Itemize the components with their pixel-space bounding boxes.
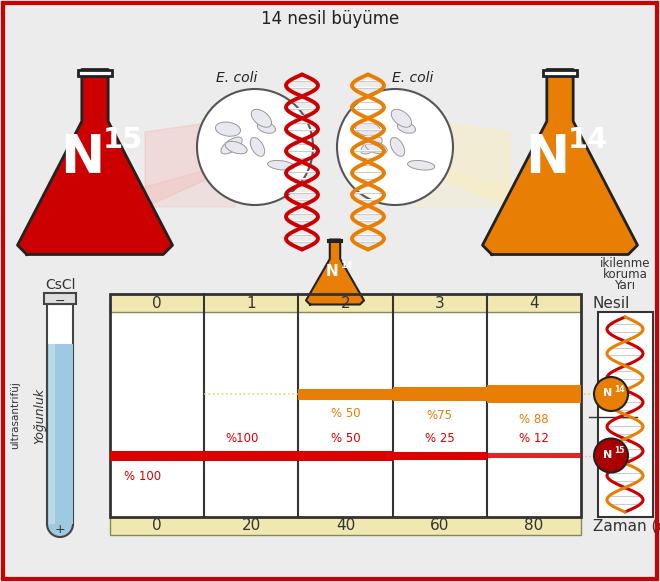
- Text: Yarı: Yarı: [614, 279, 636, 292]
- Text: % 12: % 12: [519, 431, 549, 445]
- Ellipse shape: [397, 122, 416, 133]
- Text: koruma: koruma: [603, 268, 647, 281]
- Text: 40: 40: [336, 519, 355, 534]
- Bar: [298, 389, 393, 399]
- Ellipse shape: [361, 137, 382, 154]
- Ellipse shape: [251, 109, 271, 127]
- Text: E. coli: E. coli: [392, 71, 434, 85]
- Text: 4: 4: [529, 296, 539, 311]
- Text: 14: 14: [341, 261, 353, 270]
- Bar: [110, 517, 581, 535]
- Text: E. coli: E. coli: [216, 71, 257, 85]
- Text: 14 nesil büyüme: 14 nesil büyüme: [261, 10, 399, 28]
- Bar: [487, 453, 581, 458]
- Ellipse shape: [221, 137, 242, 154]
- Text: 1: 1: [246, 296, 256, 311]
- Bar: [110, 294, 581, 517]
- Ellipse shape: [257, 122, 275, 133]
- Text: 15: 15: [614, 446, 624, 455]
- Ellipse shape: [356, 122, 380, 136]
- Text: % 25: % 25: [425, 431, 455, 445]
- Polygon shape: [402, 117, 510, 207]
- Text: 14: 14: [568, 126, 608, 154]
- Text: N: N: [603, 449, 612, 460]
- Bar: [48, 344, 55, 524]
- Circle shape: [337, 89, 453, 205]
- Bar: [47, 304, 73, 524]
- Ellipse shape: [225, 141, 247, 154]
- Bar: [110, 450, 204, 460]
- Text: 20: 20: [242, 519, 261, 534]
- Circle shape: [594, 377, 628, 411]
- Bar: [110, 294, 581, 312]
- Text: %100: %100: [225, 431, 259, 445]
- Text: %75: %75: [427, 409, 453, 423]
- Text: Zaman (dk.): Zaman (dk.): [593, 519, 660, 534]
- Bar: [543, 69, 577, 76]
- Circle shape: [197, 89, 313, 205]
- Text: 0: 0: [152, 519, 162, 534]
- Text: 14: 14: [614, 385, 624, 393]
- Text: 0: 0: [152, 296, 162, 311]
- Text: N: N: [325, 264, 338, 279]
- Text: 2: 2: [341, 296, 350, 311]
- Bar: [328, 240, 342, 242]
- Text: % 100: % 100: [124, 470, 162, 482]
- Text: Nesil: Nesil: [593, 296, 630, 311]
- Text: N: N: [603, 388, 612, 398]
- Ellipse shape: [391, 109, 412, 127]
- Bar: [110, 312, 581, 517]
- Polygon shape: [18, 69, 172, 254]
- Polygon shape: [482, 69, 638, 254]
- Ellipse shape: [215, 122, 240, 136]
- Text: 60: 60: [430, 519, 449, 534]
- Text: 3: 3: [435, 296, 445, 311]
- Bar: [393, 387, 487, 401]
- Text: −: −: [55, 296, 65, 308]
- Polygon shape: [145, 162, 235, 207]
- Bar: [393, 452, 487, 460]
- Bar: [48, 344, 73, 524]
- Text: 15: 15: [103, 126, 143, 154]
- Text: +: +: [55, 523, 65, 536]
- Text: Yoğunluk: Yoğunluk: [34, 388, 46, 443]
- Polygon shape: [415, 162, 510, 207]
- Bar: [44, 293, 77, 304]
- Bar: [110, 294, 581, 312]
- Ellipse shape: [250, 137, 265, 157]
- Bar: [598, 312, 653, 517]
- Text: % 50: % 50: [331, 407, 360, 420]
- Text: ikilenme: ikilenme: [600, 257, 650, 270]
- Ellipse shape: [365, 141, 387, 154]
- Bar: [204, 450, 298, 460]
- Bar: [487, 385, 581, 403]
- Circle shape: [594, 438, 628, 473]
- Text: N: N: [525, 132, 570, 184]
- Text: % 88: % 88: [519, 413, 548, 425]
- Ellipse shape: [267, 161, 295, 170]
- Bar: [78, 69, 112, 76]
- Ellipse shape: [390, 137, 405, 157]
- Text: ultrasantrifüj: ultrasantrifüj: [10, 382, 20, 449]
- Text: % 50: % 50: [331, 431, 360, 445]
- Bar: [298, 450, 393, 460]
- Polygon shape: [306, 240, 364, 304]
- Text: 80: 80: [524, 519, 544, 534]
- Circle shape: [47, 511, 73, 537]
- Text: CsCl: CsCl: [45, 278, 75, 292]
- Bar: [110, 517, 581, 535]
- Text: N: N: [61, 132, 105, 184]
- Polygon shape: [145, 117, 248, 207]
- Ellipse shape: [408, 161, 435, 170]
